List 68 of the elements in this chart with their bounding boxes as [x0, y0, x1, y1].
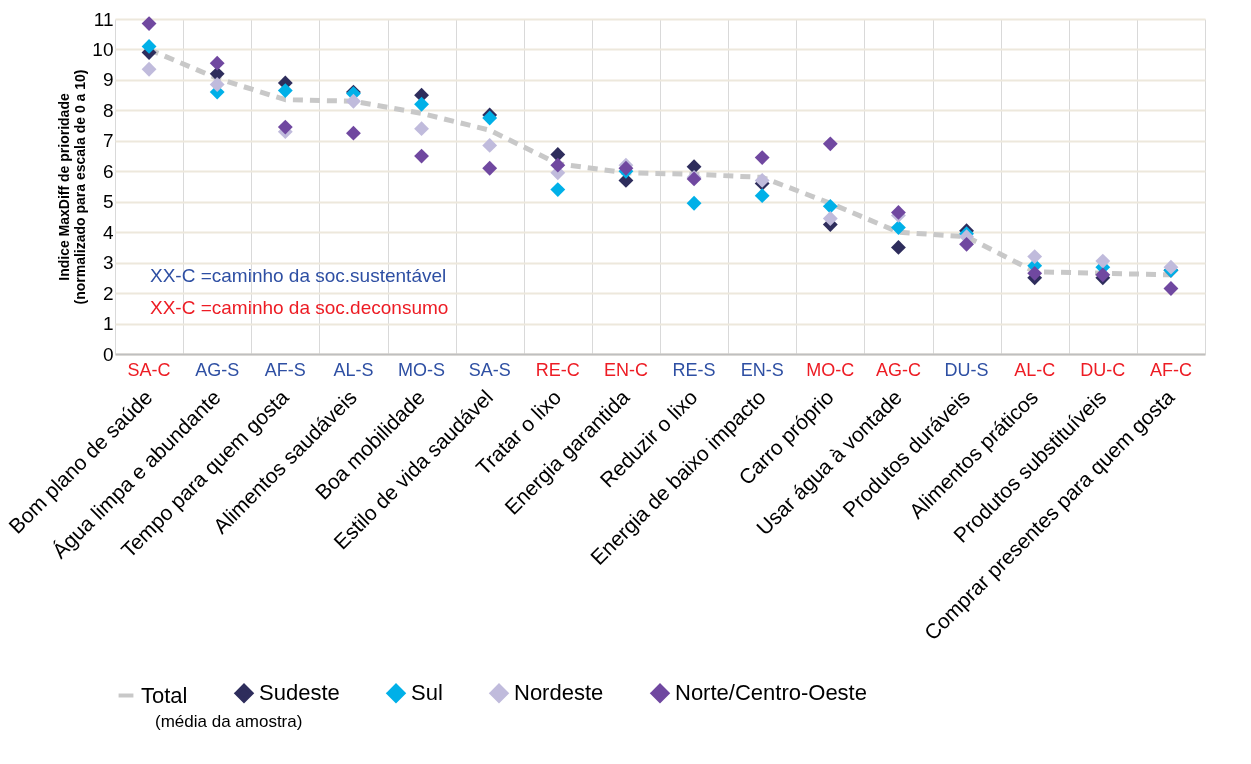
annotation: XX-C =caminho da soc.deconsumo: [150, 297, 449, 318]
point: [141, 61, 157, 77]
text: RE-S: [672, 360, 716, 380]
point: [414, 148, 429, 164]
legend-label: Total: [141, 682, 188, 708]
point: [1027, 249, 1043, 264]
point: [346, 125, 361, 141]
point: [482, 160, 498, 176]
point: [482, 137, 498, 153]
point: [959, 236, 974, 252]
point: [891, 220, 906, 236]
point: [550, 147, 566, 162]
text: MO-S: [398, 360, 446, 380]
point: [414, 121, 429, 137]
point: [1027, 265, 1043, 281]
text: (média da amostra): [155, 712, 303, 731]
text: SA-S: [468, 360, 511, 380]
text: AL-S: [333, 360, 374, 380]
point: [891, 239, 906, 255]
point: [822, 211, 838, 226]
point: [686, 195, 702, 211]
point: [346, 93, 361, 109]
y-tick-label: 1: [102, 313, 114, 335]
text: SA-C: [127, 360, 171, 380]
point: [822, 198, 838, 214]
y-tick-label: 2: [102, 282, 114, 304]
legend-label: Nordeste: [514, 680, 604, 706]
y-tick-label: 7: [102, 130, 114, 152]
text: AG-S: [195, 360, 240, 380]
point: [277, 83, 293, 98]
y-tick-label: 9: [102, 69, 114, 91]
y-axis-title: Indice MaxDiff de prioridade (normalizado para escala de 0 a 10): [56, 69, 89, 305]
y-tick-label: 11: [93, 8, 114, 30]
text: EN-S: [740, 360, 784, 380]
y-tick-label: 0: [102, 343, 114, 365]
point: [550, 157, 566, 173]
point: [209, 55, 225, 71]
text: DU-S: [944, 360, 989, 380]
point: [822, 136, 838, 152]
legend-label: Sul: [411, 680, 443, 706]
point: [754, 172, 770, 188]
y-tick-label: 3: [102, 252, 114, 274]
point: [754, 150, 770, 165]
point: [141, 38, 157, 54]
y-tick-label: 5: [102, 191, 114, 213]
point: [1095, 253, 1111, 269]
legend-label: Sudeste: [259, 680, 340, 706]
y-tick-label: 4: [102, 221, 114, 243]
y-tick-label: 6: [102, 160, 114, 182]
text: AF-C: [1149, 360, 1192, 380]
text: AL-C: [1014, 360, 1056, 380]
y-tick-label: 8: [102, 99, 114, 121]
text: EN-C: [603, 360, 648, 380]
text: AG-C: [875, 360, 921, 380]
legend-label: Norte/Centro-Oeste: [675, 680, 867, 706]
point: [141, 16, 157, 31]
text: RE-C: [535, 360, 580, 380]
text: DU-C: [1080, 360, 1126, 380]
point: [550, 182, 566, 197]
point: [414, 96, 429, 112]
y-tick-label: 10: [92, 38, 114, 60]
annotation: XX-C =caminho da soc.sustentável: [150, 265, 447, 286]
text: AF-S: [264, 360, 306, 380]
point: [277, 119, 293, 135]
point: [209, 77, 225, 92]
point: [754, 188, 770, 204]
point: [891, 204, 906, 220]
text: MO-C: [806, 360, 855, 380]
